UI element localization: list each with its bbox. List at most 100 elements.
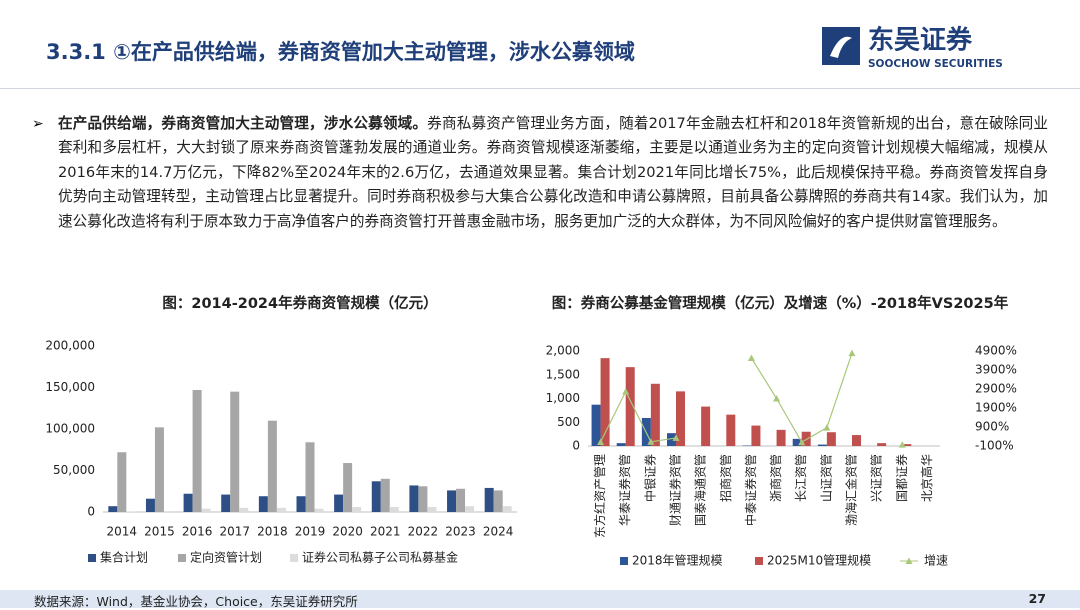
x-tick-label: 浙商资管 <box>768 454 783 502</box>
legend-label: 证券公司私募子公司私募基金 <box>302 550 458 565</box>
y-tick-label: 1,500 <box>546 367 580 381</box>
legend-label: 集合计划 <box>100 550 148 565</box>
y-tick-label: 200,000 <box>45 339 95 353</box>
legend-label: 定向资管计划 <box>190 550 262 565</box>
bar <box>184 494 193 512</box>
bar <box>297 496 306 512</box>
page-number: 27 <box>1029 591 1046 606</box>
line-marker <box>773 395 780 402</box>
y2-tick-label: 4900% <box>975 344 1017 358</box>
bar <box>751 426 760 446</box>
legend-swatch <box>178 554 186 562</box>
bar <box>447 490 456 512</box>
x-tick-label: 2020 <box>332 525 363 539</box>
x-tick-label: 2017 <box>219 525 250 539</box>
x-tick-label: 2015 <box>144 525 175 539</box>
legend-swatch <box>755 557 763 565</box>
x-tick-label: 国都证券 <box>894 454 909 502</box>
line-marker <box>748 355 755 362</box>
x-tick-label: 2023 <box>445 525 476 539</box>
bar <box>381 479 390 512</box>
chart-title: 图：券商公募基金管理规模（亿元）及增速（%）-2018年VS2025年 <box>552 294 1009 312</box>
bar <box>372 481 381 512</box>
bar <box>456 489 465 512</box>
source-note: 数据来源：Wind，基金业协会，Choice，东吴证券研究所 <box>34 591 358 610</box>
x-tick-label: 中泰证券资管 <box>743 454 758 526</box>
bar <box>418 486 427 512</box>
x-tick-label: 长江资管 <box>793 454 808 502</box>
bar <box>146 499 155 512</box>
y-tick-label: 2,000 <box>546 344 580 358</box>
bar <box>155 427 164 512</box>
chart-title: 图：2014-2024年券商资管规模（亿元） <box>162 294 437 312</box>
bar <box>390 507 399 512</box>
bar <box>465 506 474 512</box>
charts: 图：2014-2024年券商资管规模（亿元） 图：券商公募基金管理规模（亿元）及… <box>0 0 1080 590</box>
bar <box>117 452 126 512</box>
bar <box>277 508 286 512</box>
x-tick-label: 财通证券资管 <box>668 454 683 526</box>
y-tick-label: 500 <box>557 415 580 429</box>
x-tick-label: 北京高华 <box>919 454 934 502</box>
bar <box>617 443 626 446</box>
y2-tick-label: -100% <box>975 439 1014 453</box>
legend-swatch <box>620 557 628 565</box>
x-tick-label: 中银证券 <box>642 454 657 502</box>
bar <box>777 430 786 446</box>
bar <box>343 463 352 512</box>
x-tick-label: 东方红资产管理 <box>592 454 607 538</box>
y-tick-label: 150,000 <box>45 380 95 394</box>
line-marker <box>849 350 856 357</box>
y-tick-label: 0 <box>572 439 580 453</box>
x-tick-label: 招商资管 <box>718 454 733 502</box>
y-tick-label: 100,000 <box>45 422 95 436</box>
y2-tick-label: 900% <box>975 420 1009 434</box>
bar <box>230 392 239 512</box>
y2-tick-label: 3900% <box>975 363 1017 377</box>
bar <box>221 495 230 512</box>
x-tick-label: 渤海汇金资管 <box>844 454 859 526</box>
bar <box>726 415 735 446</box>
bar <box>494 490 503 512</box>
bar <box>818 445 827 446</box>
bar <box>485 488 494 512</box>
bar <box>306 442 315 512</box>
legend-swatch <box>88 554 96 562</box>
y-tick-label: 0 <box>87 505 95 519</box>
bar <box>108 506 117 512</box>
bar <box>827 432 836 446</box>
x-tick-label: 2018 <box>257 525 288 539</box>
bar <box>877 443 886 446</box>
x-tick-label: 2021 <box>370 525 401 539</box>
x-tick-label: 2016 <box>182 525 213 539</box>
y2-tick-label: 1900% <box>975 401 1017 415</box>
bar <box>701 407 710 446</box>
legend-label: 2018年管理规模 <box>632 553 723 568</box>
y-tick-label: 50,000 <box>53 463 95 477</box>
x-tick-label: 兴证资管 <box>869 454 884 502</box>
bar <box>334 495 343 512</box>
bar <box>239 508 248 512</box>
bar <box>427 507 436 512</box>
x-tick-label: 2019 <box>295 525 326 539</box>
bar <box>193 390 202 512</box>
bar <box>268 421 277 512</box>
x-tick-label: 华泰证券资管 <box>617 454 632 526</box>
x-tick-label: 2024 <box>483 525 514 539</box>
bar <box>315 509 324 512</box>
x-tick-label: 山证资管 <box>818 454 833 502</box>
bar <box>503 506 512 512</box>
line-marker <box>823 424 830 431</box>
bar <box>852 435 861 446</box>
bar <box>409 485 418 512</box>
bar <box>202 509 211 512</box>
bar <box>592 405 601 446</box>
bar <box>651 384 660 446</box>
x-tick-label: 2014 <box>107 525 138 539</box>
legend-label: 2025M10管理规模 <box>767 553 871 568</box>
y2-tick-label: 2900% <box>975 382 1017 396</box>
bar <box>352 507 361 512</box>
bar <box>259 496 268 512</box>
legend-swatch <box>290 554 298 562</box>
